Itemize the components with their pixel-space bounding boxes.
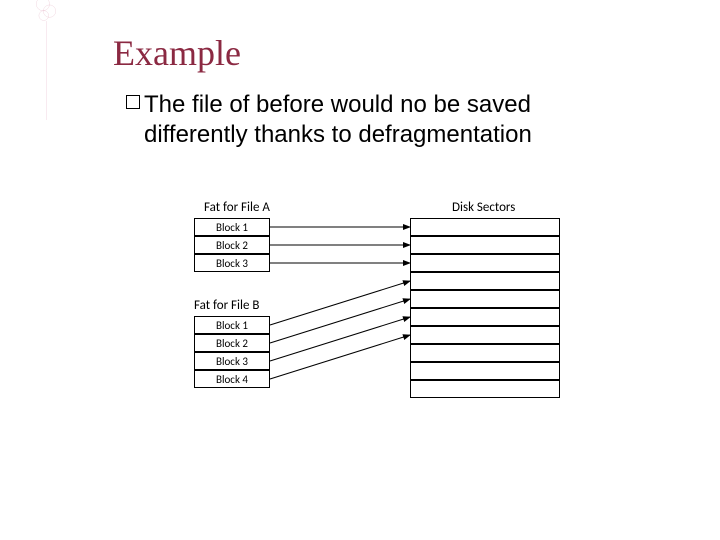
disk-sector — [410, 326, 560, 344]
fat-a-header: Fat for File A — [204, 200, 270, 215]
fat-b-block: Block 1 — [194, 316, 270, 334]
block-to-sector-arrow — [270, 299, 410, 343]
bullet-icon — [126, 95, 140, 109]
corner-decoration — [0, 0, 100, 120]
disk-sector — [410, 380, 560, 398]
slide-title: Example — [113, 32, 241, 74]
disk-sector — [410, 362, 560, 380]
fat-b-header: Fat for File B — [194, 298, 259, 313]
block-to-sector-arrow — [270, 335, 410, 379]
disk-sector — [410, 290, 560, 308]
block-to-sector-arrow — [270, 317, 410, 361]
defrag-diagram: Fat for File ABlock 1Block 2Block 3Fat f… — [180, 200, 580, 460]
body-text: The file of before would no be saved dif… — [144, 90, 634, 150]
fat-b-block: Block 2 — [194, 334, 270, 352]
disk-sector — [410, 272, 560, 290]
disk-sector — [410, 254, 560, 272]
fat-b-block: Block 4 — [194, 370, 270, 388]
disk-sector — [410, 308, 560, 326]
fat-a-block: Block 1 — [194, 218, 270, 236]
disk-sector — [410, 344, 560, 362]
fat-b-block: Block 3 — [194, 352, 270, 370]
disk-sector — [410, 218, 560, 236]
block-to-sector-arrow — [270, 281, 410, 325]
fat-a-block: Block 2 — [194, 236, 270, 254]
disk-sectors-header: Disk Sectors — [452, 200, 515, 215]
fat-a-block: Block 3 — [194, 254, 270, 272]
disk-sector — [410, 236, 560, 254]
